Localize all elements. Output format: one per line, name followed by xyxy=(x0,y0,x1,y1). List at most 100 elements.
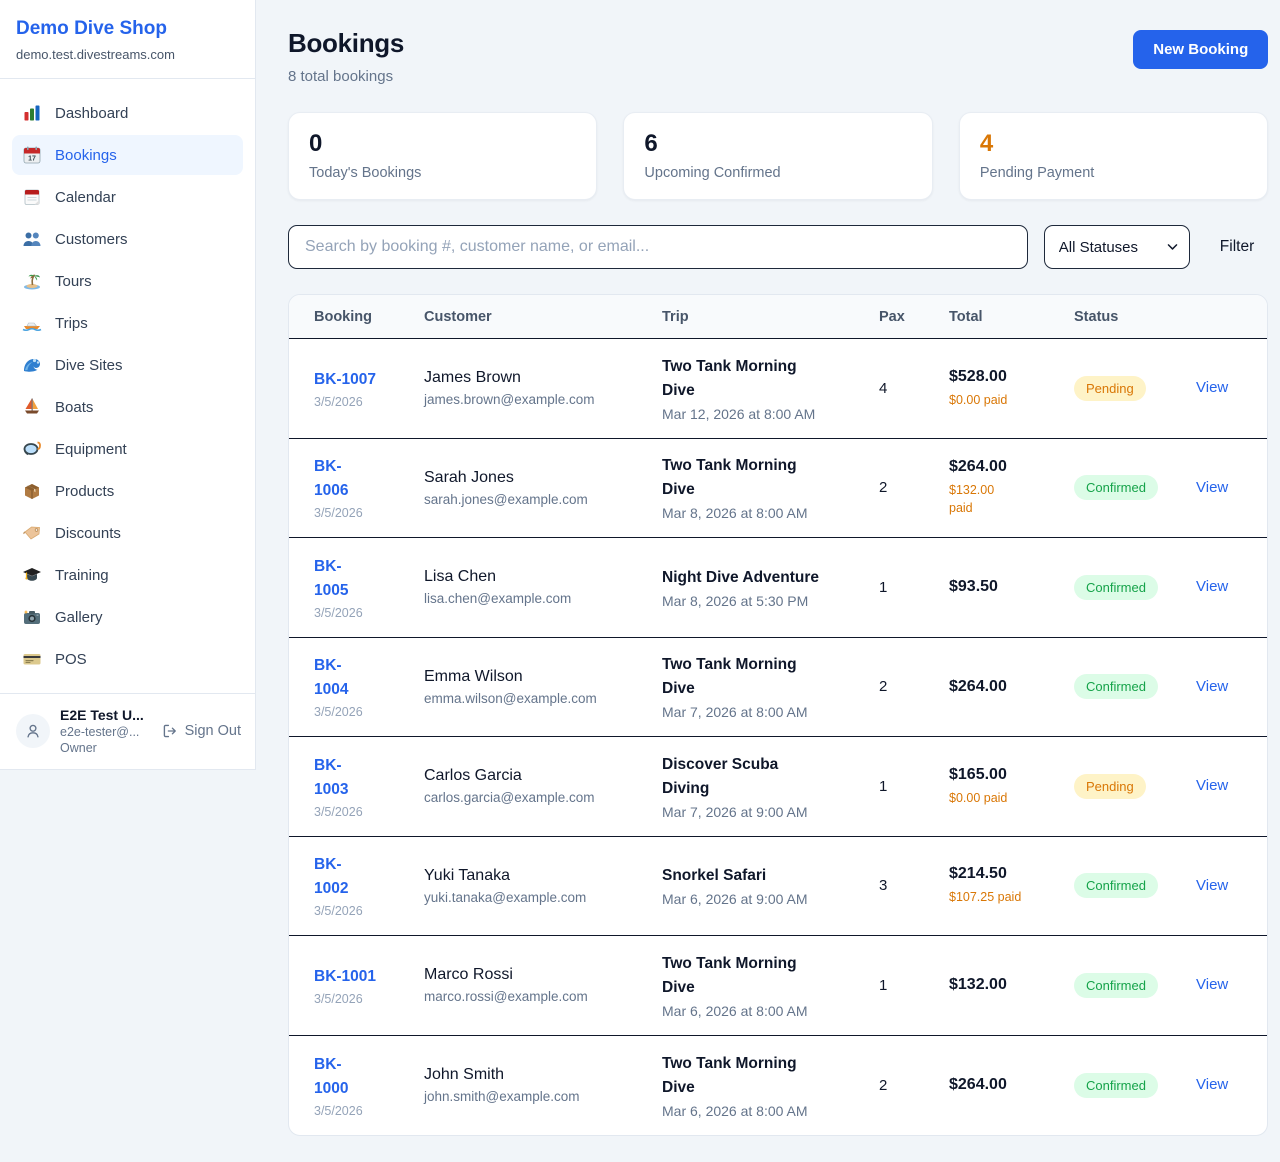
customer-name: Carlos Garcia xyxy=(424,767,522,785)
pax-count: 1 xyxy=(879,976,888,994)
customer-email: lisa.chen@example.com xyxy=(424,591,572,607)
user-panel: E2E Test U... e2e-tester@... Owner Sign … xyxy=(0,693,255,769)
table-row: BK-1001 3/5/2026 Marco Rossi marco.rossi@e… xyxy=(289,936,1268,1036)
customer-name: Lisa Chen xyxy=(424,568,497,586)
stat-card-upcoming-confirmed: 6 Upcoming Confirmed xyxy=(623,112,933,200)
stat-label: Today's Bookings xyxy=(309,165,422,181)
customer-name: James Brown xyxy=(424,369,521,387)
trip-date: Mar 8, 2026 at 5:30 PM xyxy=(662,592,809,609)
view-link[interactable]: View xyxy=(1196,976,1229,994)
total-amount: $264.00 xyxy=(949,1076,1007,1094)
booking-date: 3/5/2026 xyxy=(314,506,363,521)
sidebar-item-products[interactable]: Products xyxy=(12,471,243,511)
table-row: BK- 1003 3/5/2026 Carlos Garcia carlos.gar… xyxy=(289,737,1268,837)
sidebar-header: Demo Dive Shop demo.test.divestreams.com xyxy=(0,0,255,79)
sidebar-item-label: Customers xyxy=(55,230,128,248)
view-link[interactable]: View xyxy=(1196,677,1229,695)
table-header: Booking Customer Trip Pax Total Status xyxy=(289,295,1268,339)
sidebar-item-calendar[interactable]: Calendar xyxy=(12,177,243,217)
sidebar-item-label: Trips xyxy=(55,314,88,332)
island-icon xyxy=(22,271,42,291)
sidebar-item-gallery[interactable]: Gallery xyxy=(12,597,243,637)
sidebar-item-label: Discounts xyxy=(55,524,121,542)
pax-count: 2 xyxy=(879,1076,888,1094)
booking-id-link[interactable]: BK-1001 xyxy=(314,967,377,985)
search-input[interactable] xyxy=(288,225,1028,269)
booking-id-link[interactable]: BK- 1004 xyxy=(314,657,349,699)
customer-email: emma.wilson@example.com xyxy=(424,690,597,706)
sidebar-item-label: Bookings xyxy=(55,146,117,164)
paid-amount: $107.25 paid xyxy=(949,890,1022,905)
sidebar-item-label: Training xyxy=(55,566,109,584)
booking-date: 3/5/2026 xyxy=(314,394,363,409)
sidebar-item-label: Boats xyxy=(55,398,94,416)
booking-id-link[interactable]: BK- 1000 xyxy=(314,1055,349,1097)
sidebar-item-label: Gallery xyxy=(55,608,103,626)
tear-off-calendar-icon xyxy=(22,187,42,207)
booking-id-link[interactable]: BK- 1005 xyxy=(314,557,349,599)
sidebar-item-tours[interactable]: Tours xyxy=(12,261,243,301)
sidebar-item-discounts[interactable]: Discounts xyxy=(12,513,243,553)
sidebar-item-label: Equipment xyxy=(55,440,127,458)
credit-card-icon xyxy=(22,649,42,669)
table-row: BK- 1005 3/5/2026 Lisa Chen lisa.chen@exam… xyxy=(289,538,1268,638)
customer-name: Sarah Jones xyxy=(424,468,514,486)
view-link[interactable]: View xyxy=(1196,478,1229,496)
sidebar-item-equipment[interactable]: Equipment xyxy=(12,429,243,469)
sign-out-button[interactable]: Sign Out xyxy=(162,723,241,739)
stats-row: 0 Today's Bookings 6 Upcoming Confirmed … xyxy=(288,112,1269,200)
graduation-cap-icon xyxy=(22,565,42,585)
bookings-calendar-icon: 17 xyxy=(22,145,42,165)
status-select[interactable]: All Statuses xyxy=(1043,225,1190,269)
sidebar-item-label: Dive Sites xyxy=(55,356,123,374)
sidebar-item-dashboard[interactable]: Dashboard xyxy=(12,93,243,133)
booking-id-link[interactable]: BK-1007 xyxy=(314,370,377,388)
view-link[interactable]: View xyxy=(1196,578,1229,596)
customer-name: Yuki Tanaka xyxy=(424,866,510,884)
pax-count: 1 xyxy=(879,777,888,795)
stat-card-todays-bookings: 0 Today's Bookings xyxy=(288,112,598,200)
view-link[interactable]: View xyxy=(1196,379,1229,397)
sidebar-item-label: Calendar xyxy=(55,188,116,206)
sidebar-item-bookings[interactable]: 17 Bookings xyxy=(12,135,243,175)
trip-date: Mar 6, 2026 at 8:00 AM xyxy=(662,1002,808,1019)
booking-date: 3/5/2026 xyxy=(314,904,363,919)
booking-id-link[interactable]: BK- 1003 xyxy=(314,756,349,798)
stat-value: 0 xyxy=(309,130,323,157)
stat-label: Upcoming Confirmed xyxy=(644,165,781,181)
total-amount: $165.00 xyxy=(949,765,1007,783)
booking-id-link[interactable]: BK- 1006 xyxy=(314,458,349,500)
sidebar-item-pos[interactable]: POS xyxy=(12,639,243,679)
total-amount: $264.00 xyxy=(949,677,1007,695)
user-email: e2e-tester@... xyxy=(60,725,140,739)
filter-button[interactable]: Filter xyxy=(1206,232,1268,262)
sailboat-icon xyxy=(22,397,42,417)
sidebar-item-training[interactable]: Training xyxy=(12,555,243,595)
view-link[interactable]: View xyxy=(1196,777,1229,795)
sidebar-item-boats[interactable]: Boats xyxy=(12,387,243,427)
view-link[interactable]: View xyxy=(1196,876,1229,894)
person-icon xyxy=(27,724,39,738)
view-link[interactable]: View xyxy=(1196,1076,1229,1094)
trip-name: Discover Scuba Diving xyxy=(662,755,779,797)
table-row: BK- 1000 3/5/2026 John Smith john.smith@ex… xyxy=(289,1036,1267,1136)
booking-id-link[interactable]: BK- 1002 xyxy=(314,856,349,898)
sidebar-item-label: Tours xyxy=(55,272,92,290)
paid-amount: $132.00 paid xyxy=(949,483,995,516)
status-badge: Confirmed xyxy=(1074,475,1158,501)
table-row: BK- 1002 3/5/2026 Yuki Tanaka yuki.tanaka@… xyxy=(289,837,1268,936)
new-booking-button[interactable]: New Booking xyxy=(1133,30,1269,69)
sidebar-item-customers[interactable]: Customers xyxy=(12,219,243,259)
stat-card-pending-payment: 4 Pending Payment xyxy=(958,112,1269,200)
pax-count: 1 xyxy=(879,578,888,596)
user-meta: E2E Test U... e2e-tester@... Owner xyxy=(60,707,144,755)
stat-value: 4 xyxy=(979,130,994,157)
sidebar-item-trips[interactable]: Trips xyxy=(12,303,243,343)
pax-count: 4 xyxy=(879,379,888,397)
trip-name: Two Tank Morning Dive xyxy=(662,1054,797,1096)
page-subtitle: 8 total bookings xyxy=(288,68,394,85)
total-amount: $93.50 xyxy=(949,578,998,596)
booking-date: 3/5/2026 xyxy=(314,605,363,620)
sidebar-item-dive-sites[interactable]: Dive Sites xyxy=(12,345,243,385)
trip-name: Night Dive Adventure xyxy=(662,568,820,586)
